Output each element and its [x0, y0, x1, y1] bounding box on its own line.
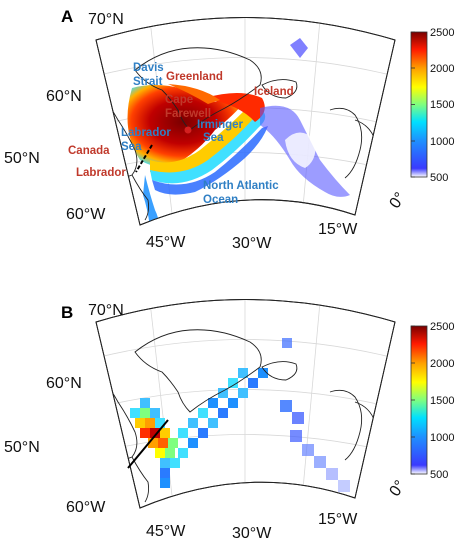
- colorbar-a: 2500 2000 1500 1000 500: [410, 27, 454, 184]
- label-north-atlantic-ocean-1: North Atlantic: [203, 180, 279, 192]
- panel-letter-a: A: [61, 7, 73, 26]
- colorbar-b-tick-2000: 2000: [430, 358, 454, 370]
- label-labrador-sea-1: Labrador: [121, 127, 171, 139]
- lat-label-70n-a: 70°N: [88, 11, 124, 28]
- colorbar-b-tick-2500: 2500: [430, 321, 454, 333]
- colorbar-b-tick-1500: 1500: [430, 395, 454, 407]
- section-line-b: [127, 419, 169, 469]
- label-davis-strait-2: Strait: [133, 76, 163, 88]
- panel-b: B 70°N 60°N 50°N 60°W 45°W 30°W 15°W 0° …: [4, 299, 454, 542]
- lon-label-0-b: 0°: [386, 478, 409, 500]
- concentration-field-b: [130, 338, 350, 492]
- lon-label-60w-b: 60°W: [66, 499, 106, 516]
- iceland-coast-a: [261, 79, 298, 99]
- lon-label-30w-b: 30°W: [232, 525, 272, 542]
- lat-label-60n-a: 60°N: [46, 88, 82, 105]
- label-irminger-sea-1: Irminger: [197, 119, 244, 131]
- colorbar-a-tick-1000: 1000: [430, 136, 454, 148]
- label-iceland: Iceland: [254, 86, 294, 98]
- colorbar-a-tick-2000: 2000: [430, 63, 454, 75]
- label-davis-strait-1: Davis: [133, 62, 164, 74]
- colorbar-b-tick-500: 500: [430, 469, 448, 481]
- colorbar-a-tick-2500: 2500: [430, 27, 454, 39]
- lon-label-15w-b: 15°W: [318, 511, 358, 528]
- lat-label-70n-b: 70°N: [88, 302, 124, 319]
- lat-label-50n-b: 50°N: [4, 439, 40, 456]
- concentration-field-a: [127, 38, 350, 225]
- label-labrador: Labrador: [76, 167, 126, 179]
- lon-label-0-a: 0°: [386, 190, 409, 212]
- colorbar-a-tick-500: 500: [430, 172, 448, 184]
- label-irminger-sea-2: Sea: [203, 132, 224, 144]
- europe-coast-b: [329, 389, 363, 461]
- panel-a: Davis Strait Greenland Iceland Cape Fare…: [4, 7, 454, 252]
- lon-label-15w-a: 15°W: [318, 221, 358, 238]
- label-north-atlantic-ocean-2: Ocean: [203, 194, 238, 206]
- greenland-coast-b: [134, 329, 262, 413]
- cape-farewell-marker: [184, 126, 192, 134]
- label-cape-farewell-1: Cape: [165, 94, 193, 106]
- coastlines-a: [96, 47, 376, 221]
- label-labrador-sea-2: Sea: [121, 141, 142, 153]
- colorbar-a-tick-1500: 1500: [430, 99, 454, 111]
- section-line-a: [135, 144, 153, 173]
- lon-label-45w-a: 45°W: [146, 234, 186, 251]
- label-canada: Canada: [68, 145, 110, 157]
- lon-label-30w-a: 30°W: [232, 235, 272, 252]
- colorbar-b: 2500 2000 1500 1000 500: [410, 321, 454, 481]
- greenland-coast-a: [134, 47, 262, 131]
- panel-letter-b: B: [61, 303, 73, 322]
- lon-label-45w-b: 45°W: [146, 523, 186, 540]
- label-greenland: Greenland: [166, 71, 223, 83]
- lat-label-60n-b: 60°N: [46, 375, 82, 392]
- lon-label-60w-a: 60°W: [66, 206, 106, 223]
- colorbar-b-tick-1000: 1000: [430, 432, 454, 444]
- label-cape-farewell-2: Farewell: [165, 108, 211, 120]
- labrador-coast-b: [131, 456, 150, 503]
- lat-label-50n-a: 50°N: [4, 150, 40, 167]
- europe-coast-a: [329, 107, 363, 179]
- iceland-coast-b: [261, 361, 298, 381]
- labrador-coast-a: [131, 174, 150, 221]
